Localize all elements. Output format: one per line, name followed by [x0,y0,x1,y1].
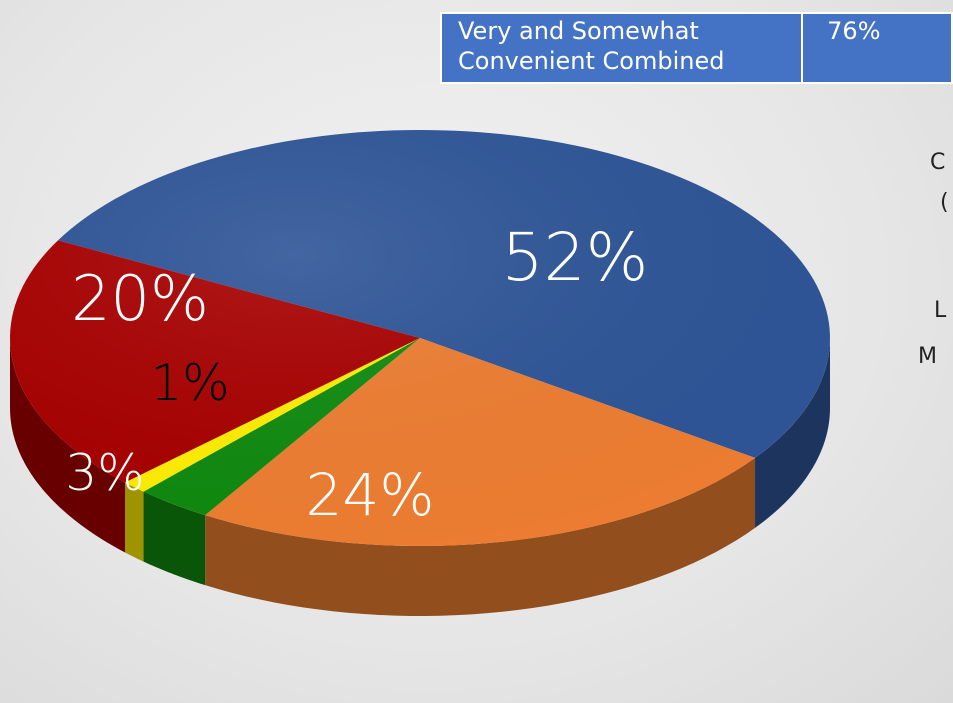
cropped-text-fragment-2: ( [940,190,949,215]
pie-label-3: 1% [150,354,229,412]
pie-label-1: 24% [306,461,435,529]
summary-label-cell: Very and Somewhat Convenient Combined [439,12,804,84]
summary-label-line-1: Very and Somewhat [458,17,699,45]
pie-label-2: 3% [65,444,144,502]
summary-value-cell: 76% [801,12,953,84]
pie-label-0: 52% [502,219,649,296]
summary-table: Very and Somewhat Convenient Combined 76… [439,12,953,84]
pie-side-1 [205,457,756,616]
summary-label-line-2: Convenient Combined [458,47,725,75]
summary-row: Very and Somewhat Convenient Combined 76… [439,12,953,84]
cropped-text-fragment-3: L [934,298,947,323]
pie-label-4: 20% [71,262,209,335]
cropped-text-fragment-1: C [930,150,946,175]
cropped-text-fragment-4: M [918,344,937,369]
